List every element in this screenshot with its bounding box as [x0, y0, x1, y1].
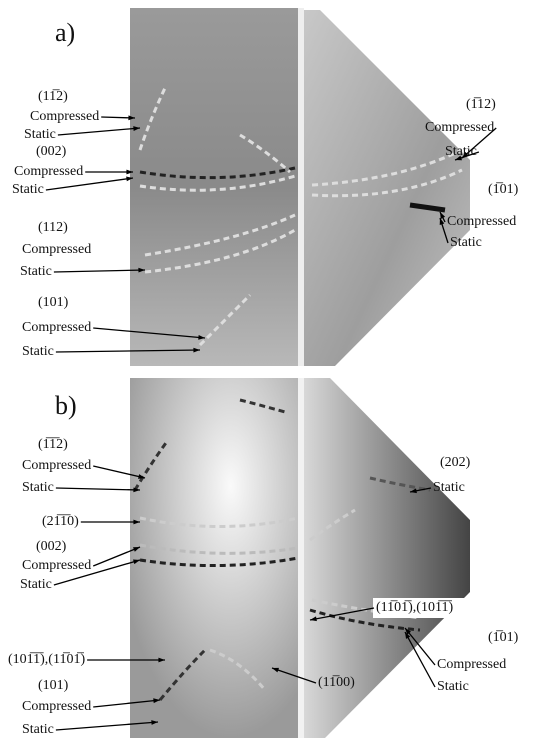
annotation: (11̅01̅),(101̅1̅): [376, 600, 453, 615]
annotation: (21̅1̅0): [42, 514, 79, 529]
annotation: Compressed: [22, 242, 91, 257]
annotation: (101): [38, 678, 69, 693]
divider: [298, 8, 304, 366]
annotation: Static: [445, 144, 477, 159]
annotation: (002): [36, 539, 67, 554]
annotation: (1̅12): [466, 97, 496, 112]
annotation: (1̅01): [488, 182, 519, 197]
annotation: Static: [22, 722, 54, 737]
annotation: Static: [437, 679, 469, 694]
annotation: Compressed: [447, 214, 516, 229]
annotation: (101): [38, 295, 69, 310]
annotation: Compressed: [30, 109, 99, 124]
image: [130, 378, 298, 738]
annotation: Static: [20, 577, 52, 592]
panel-label: b): [55, 391, 77, 420]
figure: a) (11̅2) Compressed Static (002) Compressed S…: [0, 0, 552, 738]
annotation: Compressed: [437, 657, 506, 672]
annotation: (11̅00): [318, 675, 355, 690]
annotation: Static: [433, 480, 465, 495]
annotation: Static: [22, 344, 54, 359]
annotation: Static: [20, 264, 52, 279]
annotation: (112): [38, 220, 68, 235]
annotation: Static: [24, 127, 56, 142]
annotation: Compressed: [22, 699, 91, 714]
image: [304, 10, 470, 366]
annotation: (002): [36, 144, 67, 159]
arrow: [56, 488, 140, 490]
annotation: (1̅1̅2): [38, 437, 68, 452]
annotation: Static: [12, 182, 44, 197]
arrow: [58, 128, 140, 135]
panel-label: a): [55, 18, 75, 47]
annotation: Static: [22, 480, 54, 495]
annotation: Compressed: [22, 558, 91, 573]
annotation: Compressed: [14, 164, 83, 179]
arrow: [46, 178, 133, 190]
annotation: Compressed: [22, 320, 91, 335]
annotation: (202): [440, 455, 471, 470]
annotation: (101̅1̅),(11̅01̅): [8, 652, 85, 667]
annotation: Compressed: [22, 458, 91, 473]
annotation: Compressed: [425, 120, 494, 135]
divider: [298, 378, 304, 738]
annotation: (1̅01): [488, 630, 519, 645]
annotation: Static: [450, 235, 482, 250]
annotation: (11̅2): [38, 89, 68, 104]
